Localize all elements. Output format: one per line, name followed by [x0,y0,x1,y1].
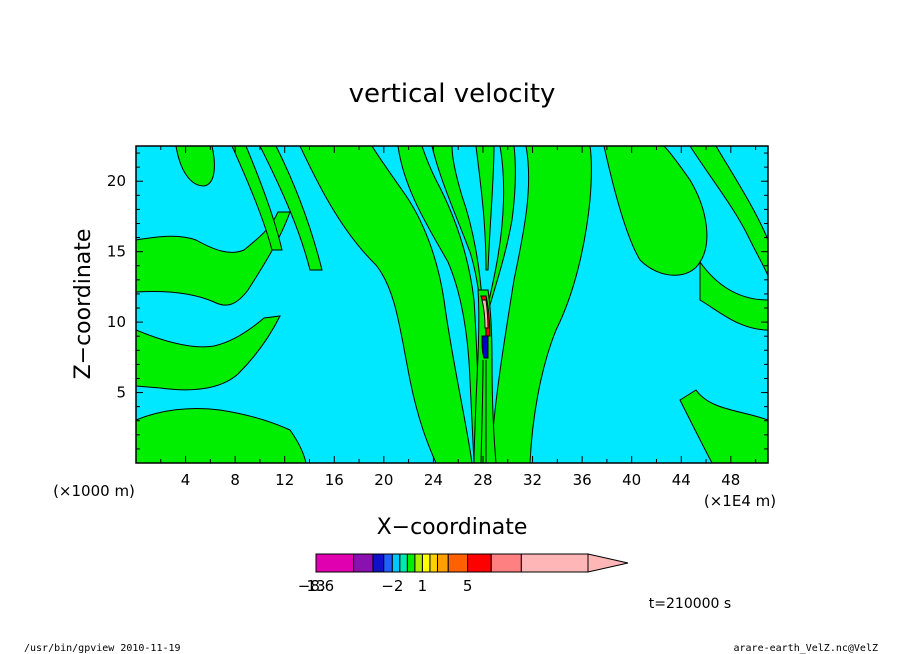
contour-core-lines [480,359,487,463]
y-tick-label: 20 [107,172,126,190]
x-tick-label: 4 [181,471,191,489]
colorbar-segment [372,553,385,573]
contour-band-left-diagonal [259,146,323,271]
colorbar-segment [467,553,492,573]
colorbar-segment [436,553,449,573]
contour-band-far-left-mid [136,315,281,391]
y-tick-label: 15 [107,243,126,261]
contour-band-far-right-3 [699,260,768,331]
colorbar-segment [414,553,423,573]
x-tick-label: 32 [523,471,542,489]
colorbar-segment [429,553,438,573]
contour-band-far-left-top [175,146,215,187]
colorbar-segment [399,553,408,573]
colorbar-segment [421,553,431,573]
colorbar-segment [447,553,469,573]
contour-band-far-left-low [136,408,307,463]
x-tick-label: 16 [325,471,344,489]
contour-core-blue [481,335,489,359]
x-tick-label: 36 [573,471,592,489]
plot-area [136,146,768,463]
colorbar-extend-arrow [587,553,629,573]
x-tick-label: 12 [275,471,294,489]
x-tick-label: 28 [473,471,492,489]
x-tick-label: 24 [424,471,443,489]
y-tick-label: 5 [116,384,126,402]
contour-band-right-center [491,146,592,463]
contour-band-far-right-2 [689,146,768,277]
colorbar-tick-label: 13 [306,577,325,595]
y-tick-label: 10 [107,313,126,331]
contour-core-pink [481,299,489,329]
footer-left: /usr/bin/gpview 2010-11-19 [24,643,181,654]
colorbar-segment [315,553,355,573]
x-tick-label: 48 [721,471,740,489]
x-axis-unit: (×1E4 m) [704,492,776,510]
y-axis: 5 10 15 20 [107,152,768,450]
colorbar-tick-label: 5 [463,577,473,595]
x-tick-label: 20 [374,471,393,489]
x-axis: 4 8 12 16 20 24 28 32 36 40 44 48 [160,146,757,489]
contour-band-left-center [299,146,473,463]
colorbar-segment [490,553,522,573]
colorbar-segment [391,553,401,573]
contour-band-far-right-4 [679,389,768,463]
plot-frame [135,145,769,464]
time-annotation: t=210000 s [649,596,731,612]
contour-band-far-left-upper [136,211,291,306]
colorbar-segment [383,553,393,573]
contour-band-left-inner [397,146,481,463]
x-axis-label: X−coordinate [377,515,528,540]
y-axis-unit: (×1000 m) [53,482,135,500]
colorbar-tick-label: −2 [381,577,403,595]
colorbar-segment [353,553,374,573]
colorbar-segment [406,553,416,573]
footer-right: arare-earth_VelZ.nc@VelZ [734,643,879,654]
x-tick-label: 40 [622,471,641,489]
contour-band-right-outer [475,146,495,271]
chart-title: vertical velocity [349,79,556,109]
colorbar-segment [520,553,589,573]
contour-band-left-diagonal-2 [231,146,283,251]
colorbar-tick-label: 1 [418,577,428,595]
colorbar-tick-label: −8.6 [298,577,334,595]
y-axis-label: Z−coordinate [71,229,96,380]
x-tick-label: 8 [230,471,240,489]
colorbar: −8.6 −2 1 5 13 [298,553,629,595]
x-tick-label: 44 [672,471,691,489]
